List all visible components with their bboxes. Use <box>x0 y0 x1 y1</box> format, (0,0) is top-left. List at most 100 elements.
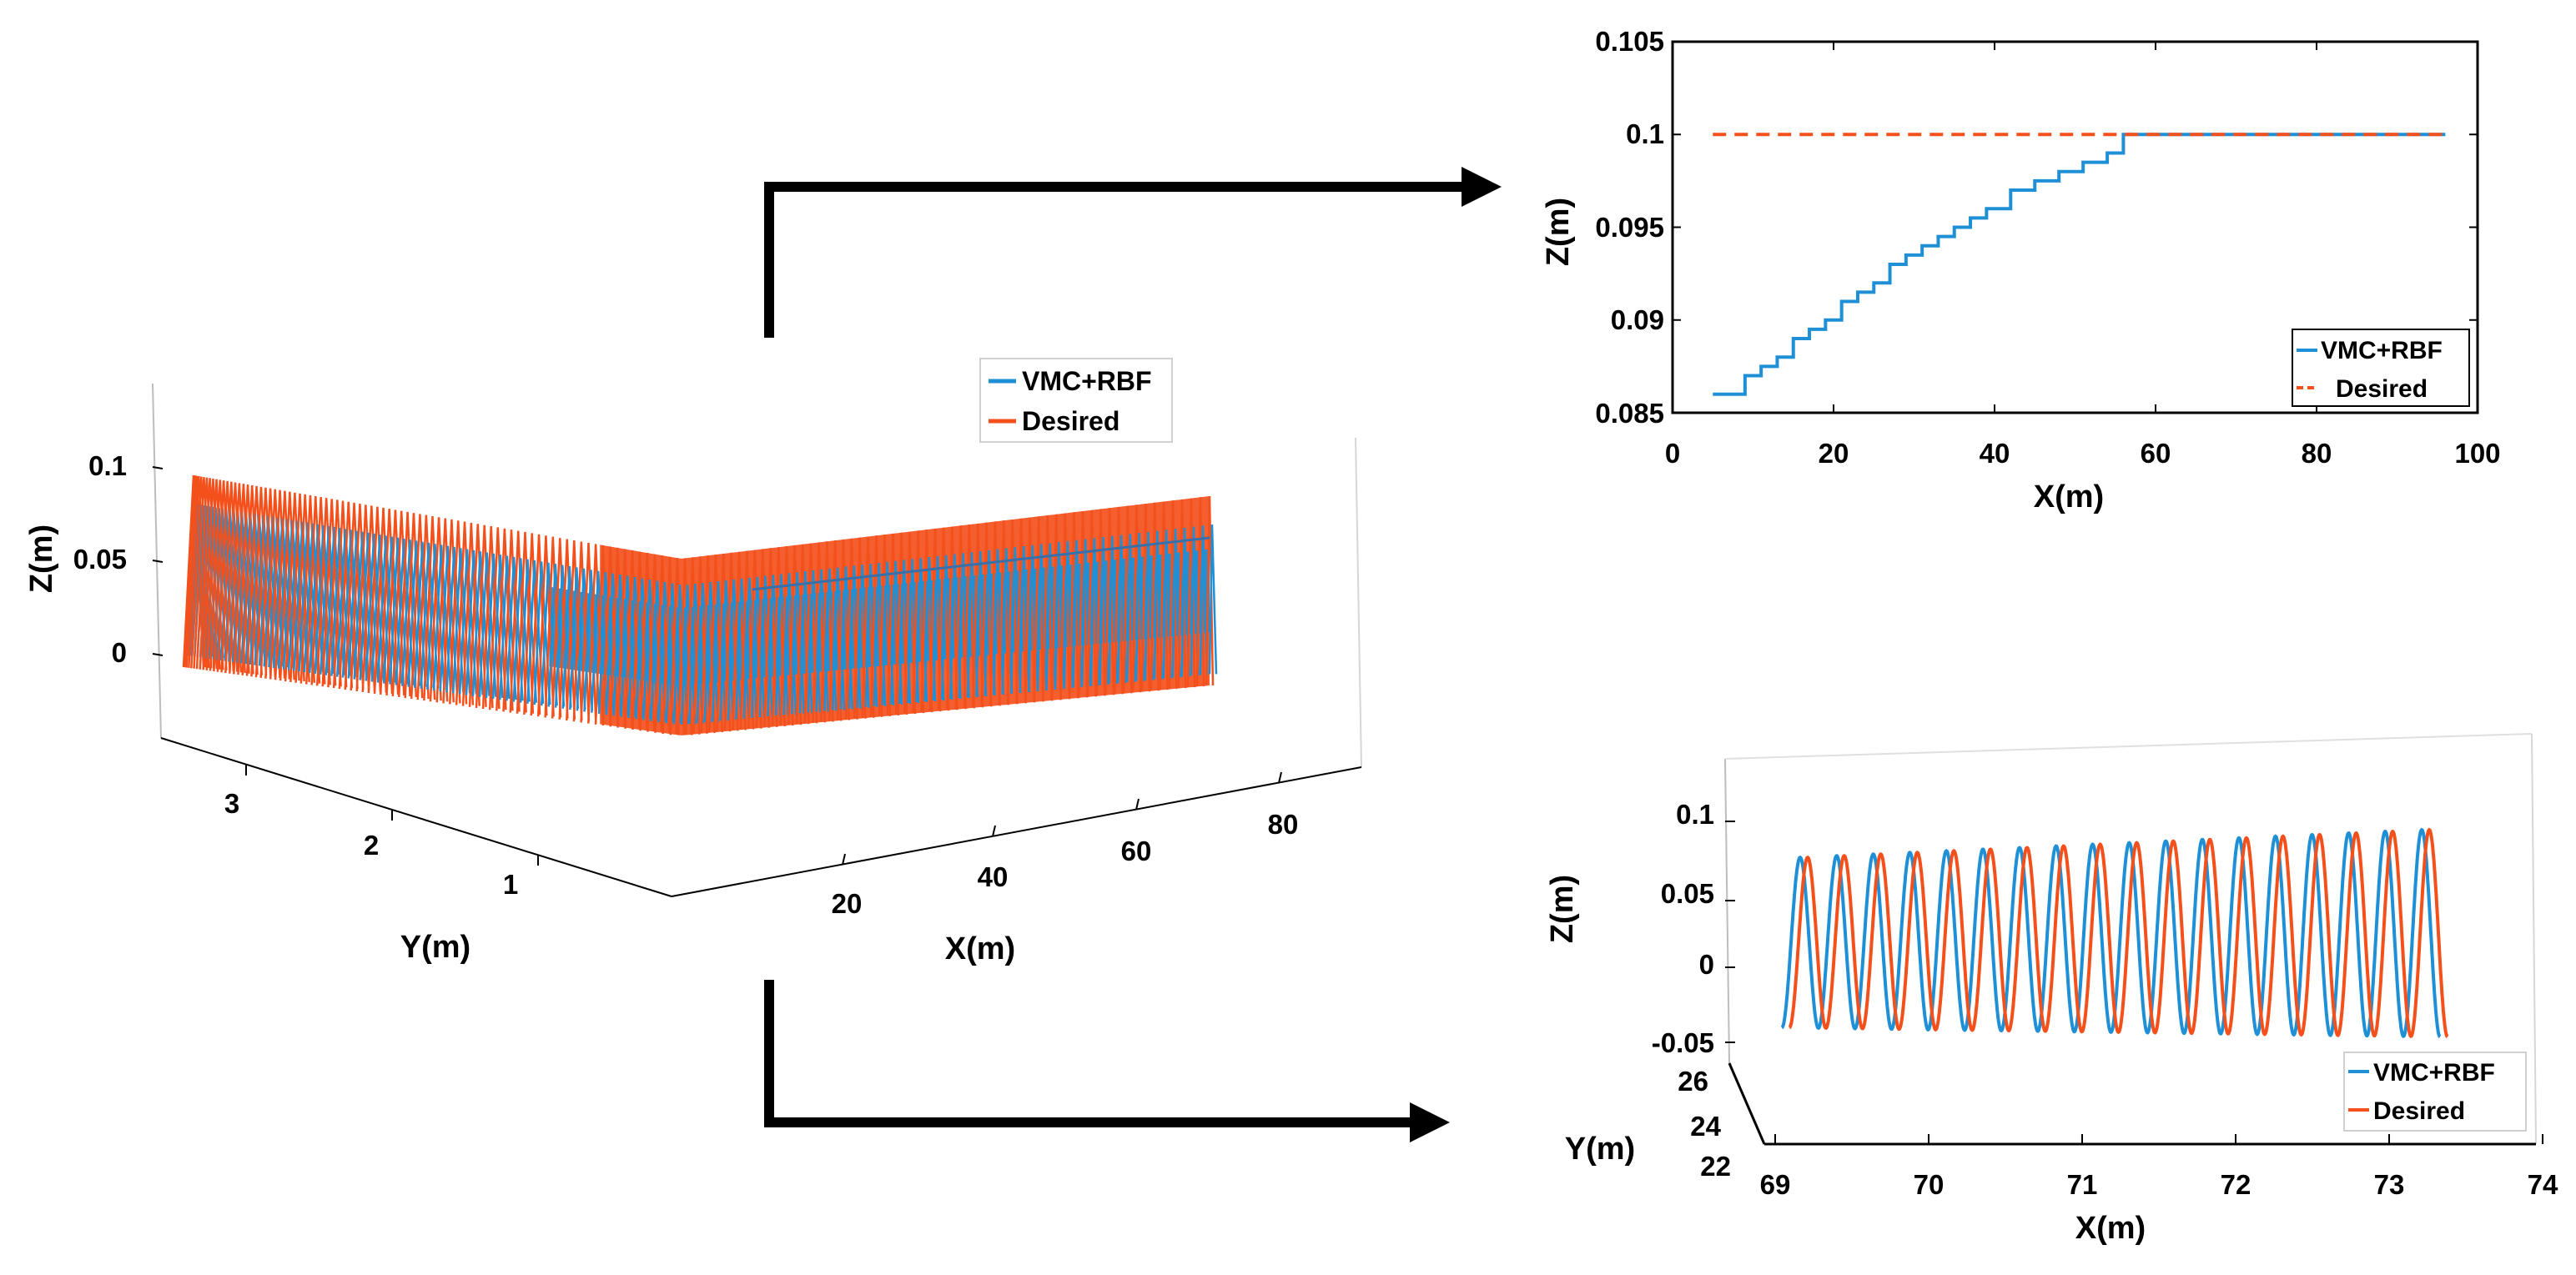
series-line-desired <box>1788 827 2449 1039</box>
x-tick-label: 71 <box>2067 1169 2098 1200</box>
y-tick-label: 3 <box>224 788 239 819</box>
x-tick-mark <box>1278 771 1282 784</box>
x-tick-label: 74 <box>2528 1169 2558 1200</box>
desired-oscillation <box>654 555 671 733</box>
desired-oscillation <box>1042 515 1054 701</box>
y-tick-label: 0.085 <box>1595 398 1664 429</box>
vmc-rbf-oscillation <box>413 541 433 688</box>
y-axis-label: Z(m) <box>1541 198 1576 266</box>
trajectory-guide-line <box>752 536 1210 591</box>
desired-oscillation <box>1069 512 1079 699</box>
vmc-rbf-oscillation <box>583 570 601 712</box>
desired-oscillation <box>1168 500 1178 690</box>
desired-oscillation <box>205 479 228 670</box>
desired-oscillation <box>677 558 693 735</box>
connector-arrows <box>764 167 1502 1142</box>
desired-oscillation <box>423 515 442 701</box>
legend: VMC+RBF Desired <box>2343 1052 2527 1132</box>
vmc-rbf-oscillation <box>1208 525 1218 675</box>
desired-oscillation <box>1033 516 1044 702</box>
desired-oscillation <box>912 530 925 714</box>
desired-oscillation <box>213 480 235 672</box>
desired-oscillation <box>1177 499 1187 689</box>
box-edge <box>2531 733 2537 1145</box>
desired-oscillation <box>1006 519 1019 705</box>
y-axis-line <box>160 737 672 897</box>
desired-oscillation <box>1140 504 1151 692</box>
z-axis-label: Z(m) <box>24 525 59 593</box>
y-tick-label: 2 <box>364 830 379 861</box>
desired-oscillation <box>692 556 708 734</box>
zoom-3d-plot: 0.1 0.05 0 -0.05 Z(m) 26 24 22 Y(m) 69 7… <box>1545 733 2558 1246</box>
x-axis-label: X(m) <box>2075 1211 2146 1246</box>
desired-oscillation <box>946 526 958 710</box>
desired-oscillation <box>980 522 993 707</box>
vmc-rbf-oscillation <box>605 573 622 715</box>
x-tick-mark <box>842 853 846 866</box>
desired-oscillation <box>289 493 310 682</box>
desired-oscillation <box>954 525 967 710</box>
desired-oscillation <box>989 521 1001 706</box>
z-tick-mark <box>152 560 164 563</box>
vmc-rbf-oscillation <box>445 546 465 693</box>
vmc-rbf-oscillation <box>1180 527 1190 677</box>
vmc-rbf-oscillation <box>906 559 920 703</box>
desired-oscillation <box>284 492 305 682</box>
vmc-rbf-oscillation <box>635 578 652 720</box>
vmc-rbf-oscillation <box>561 565 580 709</box>
vmc-rbf-oscillation <box>966 552 979 698</box>
vmc-rbf-oscillation <box>932 555 945 701</box>
desired-oscillation <box>299 494 321 684</box>
vmc-rbf-oscillation <box>650 580 667 721</box>
x-tick-label: 72 <box>2221 1169 2251 1200</box>
x-tick-label: 60 <box>1121 836 1152 866</box>
x-tick-label: 20 <box>832 888 863 919</box>
arrow-to-zoom-bottom <box>764 980 1410 1127</box>
box-edge <box>1724 758 1730 1064</box>
vmc-rbf-oscillation <box>554 565 572 708</box>
vmc-rbf-oscillation <box>612 575 630 716</box>
box-edge <box>1724 733 2533 760</box>
box-edge <box>1355 437 1362 768</box>
arrow-to-zoom-top <box>764 182 1468 338</box>
desired-oscillation <box>304 495 326 685</box>
y-tick-label: 0.105 <box>1595 26 1664 57</box>
desired-oscillation <box>878 535 892 716</box>
vmc-rbf-oscillation <box>958 553 970 699</box>
x-tick-label: 0 <box>1665 438 1680 469</box>
x-tick-label: 70 <box>1914 1169 1945 1200</box>
desired-oscillation <box>1086 509 1097 697</box>
x-tick-label: 80 <box>1268 809 1299 840</box>
desired-oscillation <box>435 518 455 703</box>
y-tick-label: 1 <box>503 869 518 900</box>
x-tick-label: 69 <box>1760 1169 1791 1200</box>
legend: VMC+RBF Desired <box>2292 329 2470 407</box>
desired-oscillation <box>886 533 900 715</box>
desired-oscillation <box>1077 510 1089 698</box>
y-axis-line <box>1728 1062 1766 1145</box>
desired-oscillation <box>416 515 436 700</box>
legend-label-desired: Desired <box>1022 406 1119 436</box>
x-axis-label: X(m) <box>945 931 1015 966</box>
legend-label-desired: Desired <box>2373 1097 2465 1125</box>
legend-label-desired: Desired <box>2336 375 2428 403</box>
desired-oscillation <box>1113 506 1124 695</box>
desired-oscillation <box>410 514 430 700</box>
desired-oscillation <box>455 521 475 705</box>
vmc-rbf-oscillation <box>627 576 644 719</box>
vmc-rbf-oscillation <box>1153 530 1163 680</box>
desired-oscillation <box>937 527 950 711</box>
vmc-rbf-oscillation <box>420 542 440 689</box>
vmc-rbf-oscillation <box>672 584 689 725</box>
z-tick-label: 0 <box>112 637 127 668</box>
vmc-rbf-oscillation <box>576 568 594 711</box>
legend: VMC+RBF Desired <box>979 358 1173 443</box>
desired-oscillation <box>449 520 468 705</box>
desired-oscillation <box>188 476 210 668</box>
vmc-rbf-oscillation <box>687 584 704 725</box>
x-tick-label: 40 <box>1980 438 2010 469</box>
z-tick-mark <box>152 466 164 469</box>
z-tick-label: 0 <box>1699 949 1714 980</box>
z-tick-label: 0.1 <box>1676 799 1714 830</box>
desired-oscillation <box>972 523 984 708</box>
